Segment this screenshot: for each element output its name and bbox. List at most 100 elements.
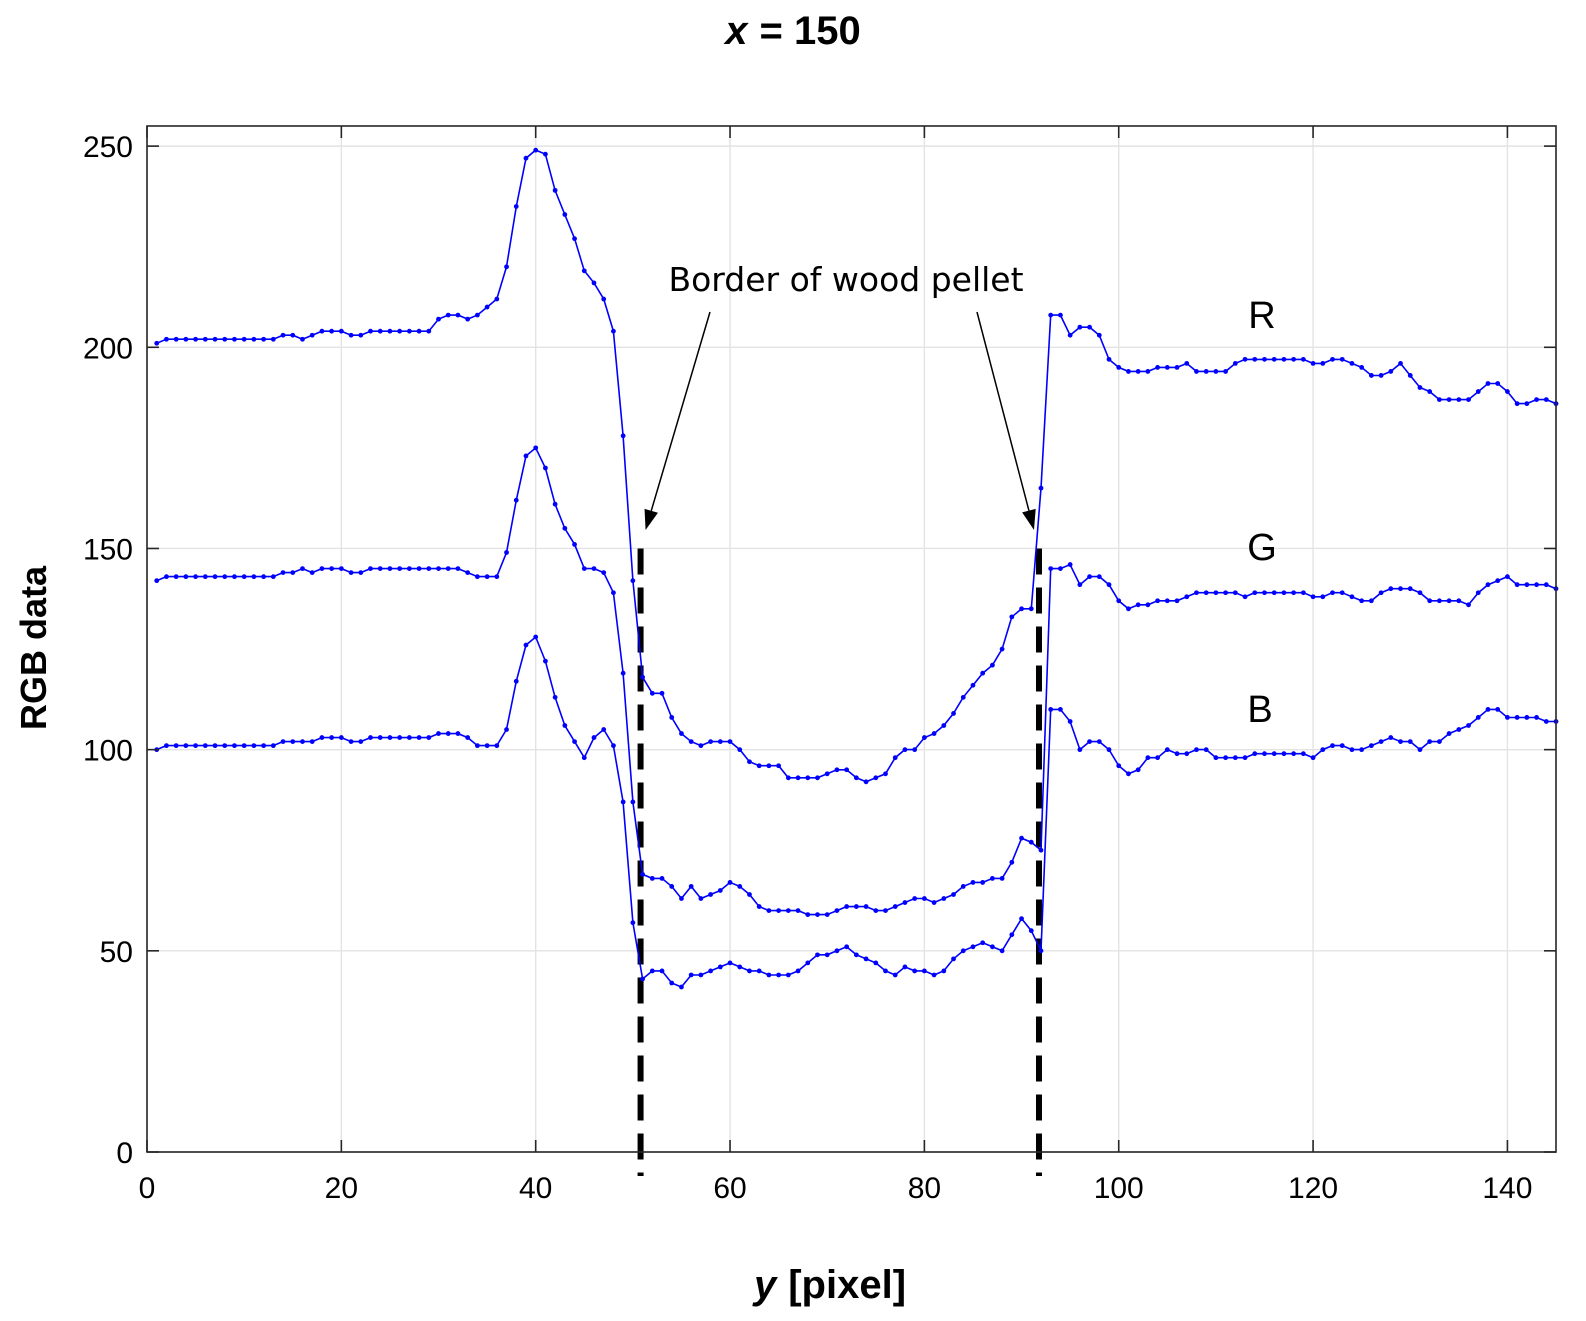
- x-tick-label: 100: [1094, 1172, 1144, 1205]
- data-point: [1232, 755, 1238, 761]
- data-point: [1446, 397, 1452, 402]
- data-point: [1475, 715, 1481, 720]
- data-point: [999, 646, 1005, 652]
- data-point: [1106, 356, 1112, 362]
- data-point: [1135, 767, 1141, 773]
- data-point: [533, 634, 539, 640]
- data-point: [1407, 739, 1413, 744]
- data-point: [1145, 369, 1151, 374]
- data-point: [1524, 582, 1530, 588]
- data-point: [212, 336, 218, 342]
- data-point: [397, 328, 403, 334]
- data-point: [863, 779, 869, 785]
- data-point: [329, 566, 335, 571]
- data-point: [251, 336, 257, 342]
- data-point: [611, 328, 616, 334]
- data-point: [1427, 598, 1433, 604]
- data-point: [1281, 751, 1287, 757]
- data-point: [785, 775, 791, 781]
- title-value: = 150: [760, 9, 861, 53]
- data-point: [1252, 356, 1258, 362]
- data-point: [1281, 356, 1287, 362]
- data-point: [1213, 755, 1219, 761]
- series-label-r: R: [1248, 295, 1275, 337]
- data-point: [659, 690, 665, 696]
- data-point: [397, 735, 403, 740]
- data-point: [1164, 365, 1170, 370]
- data-point: [834, 767, 840, 773]
- data-point: [358, 739, 364, 744]
- data-point: [1048, 566, 1054, 571]
- data-point: [436, 316, 441, 322]
- data-point: [387, 566, 393, 571]
- data-point: [406, 735, 412, 740]
- data-point: [1155, 755, 1160, 761]
- data-point: [844, 767, 850, 773]
- data-point: [202, 743, 208, 749]
- y-tick-label: 150: [83, 533, 133, 566]
- data-point: [620, 433, 626, 439]
- data-point: [727, 880, 733, 885]
- data-point: [620, 799, 626, 805]
- data-point: [980, 670, 986, 676]
- data-point: [1271, 356, 1277, 362]
- data-point: [630, 920, 636, 926]
- data-point: [504, 727, 509, 732]
- data-point: [426, 328, 432, 334]
- data-point: [154, 578, 160, 584]
- data-point: [717, 739, 723, 744]
- data-point: [1038, 847, 1044, 853]
- data-point: [533, 147, 539, 153]
- data-point: [1135, 369, 1141, 374]
- data-point: [844, 944, 850, 950]
- data-point: [222, 336, 228, 342]
- data-point: [173, 574, 179, 580]
- data-point: [1436, 397, 1442, 402]
- x-tick-label: 40: [519, 1172, 552, 1205]
- series-labels: R G B: [1247, 295, 1277, 731]
- data-point: [815, 952, 820, 958]
- data-point: [572, 542, 577, 547]
- data-point: [1407, 373, 1413, 378]
- data-point: [1300, 590, 1306, 596]
- data-point: [261, 574, 267, 580]
- data-point: [581, 268, 587, 274]
- data-point: [562, 525, 568, 531]
- data-point: [1028, 839, 1034, 845]
- data-point: [436, 566, 441, 571]
- data-point: [873, 908, 879, 913]
- data-point: [1271, 751, 1277, 757]
- y-axis-label: RGB data: [13, 565, 54, 730]
- data-point: [708, 968, 713, 974]
- data-point: [1320, 594, 1326, 600]
- data-point: [960, 884, 966, 889]
- data-point: [1359, 598, 1365, 604]
- data-point: [601, 570, 607, 576]
- data-point: [640, 871, 645, 877]
- data-point: [338, 566, 344, 571]
- data-point: [1349, 594, 1355, 600]
- data-point: [1223, 755, 1229, 761]
- data-point: [1271, 590, 1277, 596]
- data-point: [1019, 916, 1024, 922]
- data-point: [1349, 360, 1355, 366]
- data-point: [921, 735, 927, 740]
- data-point: [377, 328, 383, 334]
- series-line-b: [156, 635, 1556, 988]
- data-point: [1427, 389, 1433, 394]
- data-point: [455, 566, 461, 571]
- data-point: [1145, 602, 1151, 608]
- data-point: [785, 908, 791, 913]
- data-point: [659, 876, 665, 881]
- data-point: [669, 884, 675, 889]
- data-point: [717, 964, 723, 970]
- data-point: [853, 904, 859, 909]
- data-point: [1058, 312, 1063, 318]
- data-point: [1135, 602, 1141, 608]
- data-point: [562, 212, 568, 217]
- data-point: [154, 340, 160, 346]
- data-point: [1398, 739, 1403, 744]
- data-point: [416, 328, 422, 334]
- data-point: [358, 570, 364, 576]
- data-point: [572, 236, 577, 242]
